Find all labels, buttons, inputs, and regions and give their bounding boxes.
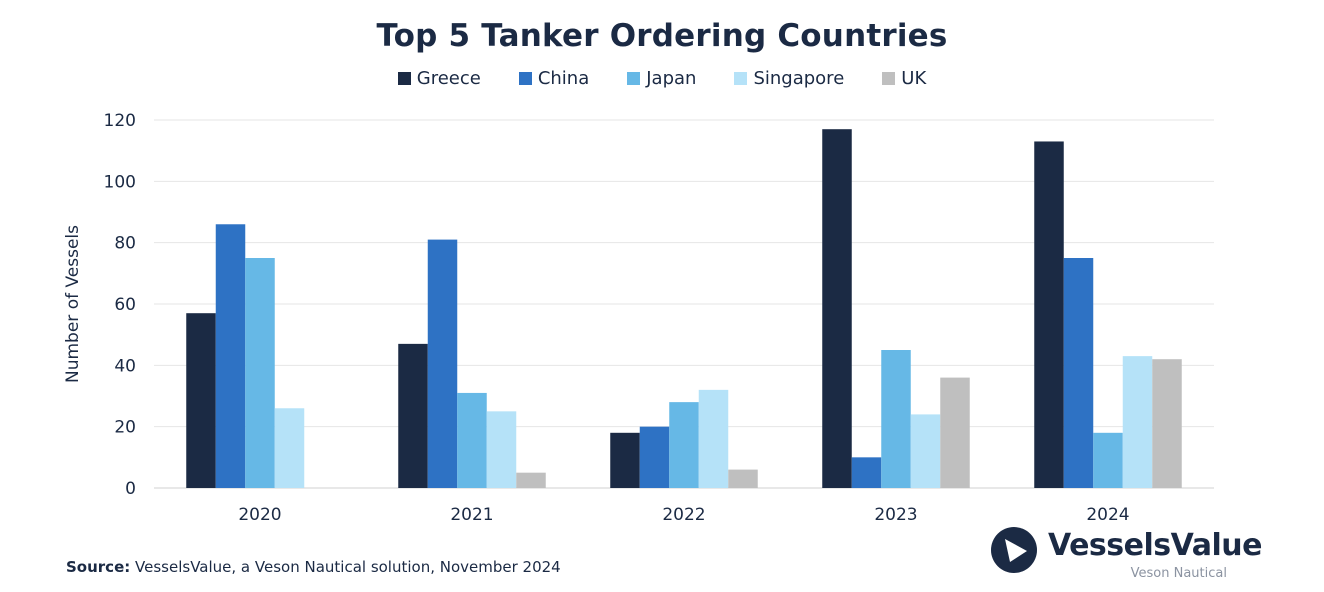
y-tick-label: 40 bbox=[114, 356, 136, 376]
bar-china-2023 bbox=[851, 457, 882, 488]
bar-singapore-2021 bbox=[486, 411, 517, 488]
legend-item-singapore: Singapore bbox=[734, 68, 844, 89]
bar-japan-2023 bbox=[881, 350, 911, 488]
logo-name: VesselsValue bbox=[1048, 528, 1262, 563]
bar-china-2024 bbox=[1063, 258, 1094, 488]
legend-label: Singapore bbox=[753, 68, 845, 89]
bar-singapore-2022 bbox=[698, 389, 729, 488]
source-text: VesselsValue, a Veson Nautical solution,… bbox=[135, 558, 561, 576]
bar-uk-2021 bbox=[516, 472, 546, 488]
legend-item-greece: Greece bbox=[397, 68, 481, 89]
y-tick-label: 60 bbox=[114, 295, 136, 315]
bar-japan-2021 bbox=[457, 392, 487, 488]
bar-greece-2023 bbox=[822, 129, 852, 488]
legend-swatch bbox=[627, 72, 641, 85]
bar-china-2021 bbox=[427, 239, 458, 488]
y-axis-label: Number of Vessels bbox=[63, 225, 83, 383]
x-tick-label: 2021 bbox=[450, 505, 493, 525]
bar-japan-2020 bbox=[245, 258, 275, 488]
vesselsvalue-logo-mark-icon bbox=[991, 527, 1037, 573]
bar-singapore-2023 bbox=[910, 414, 941, 488]
legend: Greece China Japan Singapore UK bbox=[0, 68, 1324, 89]
y-tick-label: 20 bbox=[114, 418, 136, 438]
x-tick-label: 2023 bbox=[874, 505, 917, 525]
y-tick-label: 0 bbox=[125, 479, 136, 499]
x-tick-label: 2020 bbox=[238, 505, 281, 525]
legend-swatch bbox=[882, 72, 896, 85]
x-tick-label: 2022 bbox=[662, 505, 705, 525]
bar-china-2022 bbox=[639, 426, 670, 488]
legend-item-uk: UK bbox=[882, 68, 926, 89]
logo-subtitle: Veson Nautical bbox=[1130, 566, 1227, 581]
y-tick-label: 80 bbox=[114, 234, 136, 254]
bar-japan-2022 bbox=[669, 402, 699, 488]
bar-uk-2022 bbox=[728, 469, 758, 488]
bar-greece-2022 bbox=[610, 432, 640, 488]
vesselsvalue-logo: VesselsValue Veson Nautical bbox=[990, 524, 1262, 584]
y-tick-label: 100 bbox=[104, 172, 136, 192]
bar-greece-2020 bbox=[186, 313, 216, 488]
legend-label: UK bbox=[901, 68, 927, 89]
bar-singapore-2024 bbox=[1122, 356, 1153, 488]
bar-china-2020 bbox=[215, 224, 246, 488]
bar-singapore-2020 bbox=[274, 408, 305, 488]
chart-title: Top 5 Tanker Ordering Countries bbox=[376, 18, 948, 54]
bar-greece-2024 bbox=[1034, 141, 1064, 488]
legend-swatch bbox=[518, 72, 532, 85]
bar-greece-2021 bbox=[398, 343, 428, 488]
legend-label: Greece bbox=[416, 68, 481, 89]
x-tick-label: 2024 bbox=[1086, 505, 1129, 525]
chart-plot: 0 20 40 60 80 100 120 Number of Vessels 2020 2021… bbox=[63, 111, 1214, 525]
legend-item-japan: Japan bbox=[627, 68, 696, 89]
bar-uk-2023 bbox=[940, 377, 970, 488]
bar-uk-2024 bbox=[1152, 359, 1182, 488]
source-note: Source: VesselsValue, a Veson Nautical s… bbox=[66, 558, 561, 576]
legend-swatch bbox=[397, 72, 411, 85]
legend-swatch bbox=[734, 72, 748, 85]
legend-label: Japan bbox=[646, 68, 697, 89]
bar-japan-2024 bbox=[1093, 432, 1123, 488]
legend-item-china: China bbox=[518, 68, 590, 89]
y-tick-label: 120 bbox=[104, 111, 136, 131]
legend-label: China bbox=[537, 68, 590, 89]
source-label: Source: bbox=[66, 558, 131, 576]
